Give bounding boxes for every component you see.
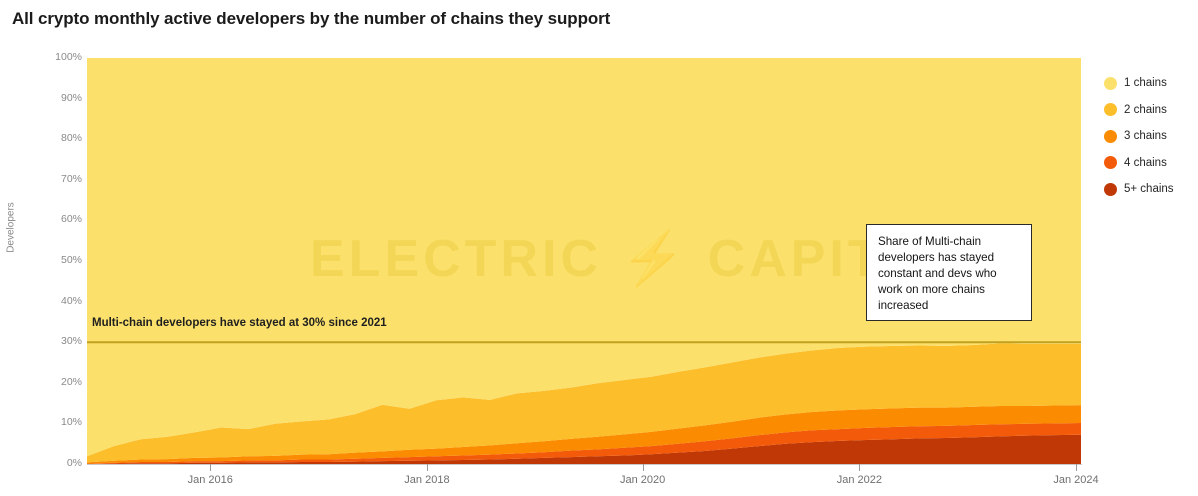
x-axis-line: [87, 464, 1082, 465]
y-axis-ticks: 100% 90% 80% 70% 60% 50% 40% 30% 20% 10% 0%: [0, 0, 82, 496]
x-tick-mark: [642, 464, 644, 471]
legend-item[interactable]: 3 chains: [1104, 123, 1198, 150]
legend-swatch-icon: [1104, 156, 1117, 170]
legend-item-label: 3 chains: [1124, 130, 1167, 143]
x-tick-mark: [426, 464, 428, 471]
x-tick-label: Jan 2022: [836, 474, 882, 486]
y-tick-label: 90%: [60, 91, 82, 104]
legend-item-label: 1 chains: [1124, 77, 1167, 90]
x-tick-mark: [1076, 464, 1078, 471]
page-title: All crypto monthly active developers by …: [12, 9, 611, 28]
y-tick-label: 30%: [60, 335, 82, 348]
legend-item[interactable]: 5+ chains: [1104, 176, 1198, 203]
legend-swatch-icon: [1104, 103, 1117, 117]
legend-item-label: 2 chains: [1124, 103, 1167, 116]
x-tick-label: Jan 2018: [404, 474, 450, 486]
annotation-text: Share of Multi-chain developers has stay…: [878, 235, 997, 312]
y-tick-label: 40%: [60, 294, 82, 307]
y-tick-label: 100%: [55, 51, 82, 63]
legend-item[interactable]: 4 chains: [1104, 150, 1198, 177]
legend-swatch-icon: [1104, 129, 1117, 143]
legend-swatch-icon: [1104, 76, 1117, 90]
y-tick-label: 10%: [60, 416, 82, 429]
area-band-1-chains: [87, 58, 1081, 457]
y-tick-label: 0%: [66, 457, 82, 469]
y-tick-label: 80%: [60, 132, 82, 145]
reference-line-label: Multi-chain developers have stayed at 30…: [92, 317, 387, 329]
x-tick-label: Jan 2024: [1053, 474, 1099, 486]
chart-legend: 1 chains 2 chains 3 chains 4 chains 5+ chain…: [1104, 70, 1198, 203]
area-band-2-chains: [87, 343, 1081, 463]
legend-item[interactable]: 2 chains: [1104, 97, 1198, 124]
x-tick-mark: [210, 464, 212, 471]
area-band-5-chains: [87, 434, 1081, 464]
y-tick-label: 50%: [60, 254, 82, 266]
x-tick-label: Jan 2016: [187, 474, 233, 486]
legend-item-label: 4 chains: [1124, 156, 1167, 169]
y-tick-label: 70%: [60, 172, 82, 185]
x-tick-mark: [859, 464, 861, 471]
legend-swatch-icon: [1104, 182, 1117, 196]
legend-item-label: 5+ chains: [1124, 183, 1174, 196]
annotation-callout: Share of Multi-chain developers has stay…: [866, 224, 1032, 321]
y-tick-label: 20%: [60, 375, 82, 388]
area-band-3-chains: [87, 405, 1081, 464]
y-tick-label: 60%: [60, 213, 82, 226]
legend-item[interactable]: 1 chains: [1104, 70, 1198, 97]
x-tick-label: Jan 2020: [620, 474, 666, 486]
area-band-4-chains: [87, 422, 1081, 464]
